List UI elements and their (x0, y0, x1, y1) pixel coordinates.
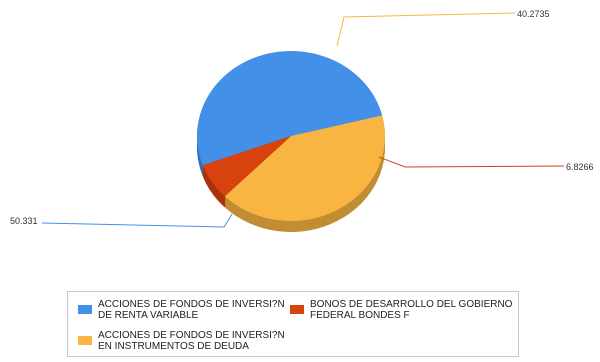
value-label-bondes: 6.8266 (566, 162, 594, 172)
leader-line-bondes (378, 156, 565, 168)
legend-swatch-renta-variable (78, 305, 92, 314)
leader-line-deuda (336, 12, 516, 47)
pie-slice-deuda (224, 115, 386, 222)
legend-item-renta-variable: ACCIONES DE FONDOS DE INVERSI?N DE RENTA… (78, 299, 285, 321)
legend-item-deuda: ACCIONES DE FONDOS DE INVERSI?N EN INSTR… (78, 330, 285, 352)
legend-label-deuda: ACCIONES DE FONDOS DE INVERSI?N EN INSTR… (98, 330, 285, 352)
chart-legend: ACCIONES DE FONDOS DE INVERSI?N DE RENTA… (67, 291, 519, 357)
value-label-renta-variable: 50.331 (10, 216, 38, 226)
legend-label-renta-variable: ACCIONES DE FONDOS DE INVERSI?N DE RENTA… (98, 299, 285, 321)
legend-swatch-deuda (78, 336, 92, 345)
leader-line-renta-variable (41, 213, 233, 228)
pie-slice-bondes (202, 136, 291, 197)
value-label-deuda: 40.2735 (517, 9, 550, 19)
pie-chart: 40.2735 6.8266 50.331 (10, 9, 594, 233)
pie-slice-renta-variable (197, 51, 383, 166)
legend-label-bondes: BONOS DE DESARROLLO DEL GOBIERNO FEDERAL… (310, 299, 513, 321)
legend-item-bondes: BONOS DE DESARROLLO DEL GOBIERNO FEDERAL… (290, 299, 512, 321)
legend-swatch-bondes (290, 305, 304, 314)
